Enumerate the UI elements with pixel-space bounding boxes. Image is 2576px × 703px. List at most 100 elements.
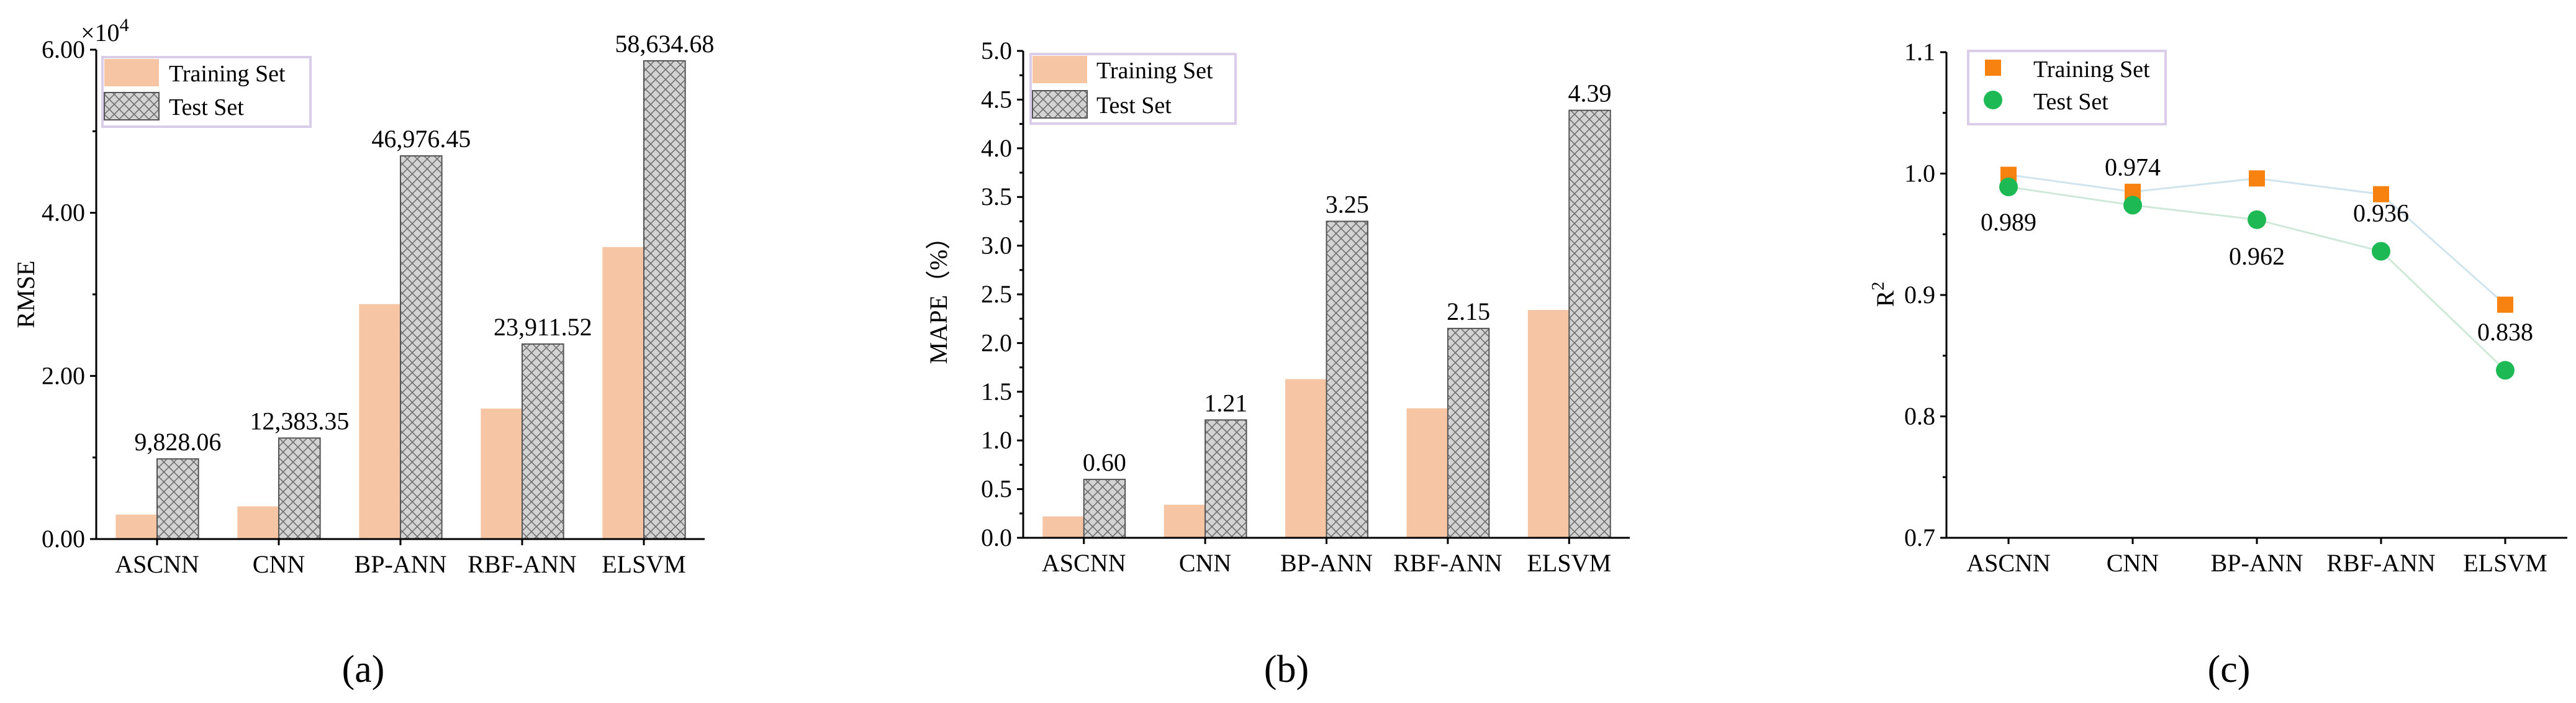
- x-tick-label: CNN: [253, 550, 305, 578]
- bar-training-BP-ANN: [1285, 379, 1327, 538]
- series-line-Training Set: [2008, 173, 2506, 306]
- y-axis-title: MAPE（%）: [924, 225, 952, 364]
- bar-training-BP-ANN: [359, 304, 400, 539]
- panel-b-mape-chart: Training Set Test Set 0.60 1.21 3.25 2.15 4.…: [924, 37, 1630, 691]
- marker-test-RBF-ANN: [2372, 242, 2390, 261]
- series-lines: [2008, 173, 2506, 371]
- bar-training-RBF-ANN: [1406, 408, 1448, 538]
- marker-test-BP-ANN: [2248, 210, 2266, 229]
- marker-training-BP-ANN: [2249, 170, 2265, 187]
- y-tick-label: 0.5: [981, 475, 1012, 503]
- y-tick-label: 1.1: [1904, 38, 1935, 66]
- value-label-test-CNN: 0.974: [2105, 153, 2161, 181]
- value-label-test-ELSVM: 58,634.68: [615, 30, 714, 58]
- value-label-test-CNN: 12,383.35: [250, 407, 349, 435]
- y-axis-title: RMSE: [12, 261, 40, 329]
- bar-training-ELSVM: [602, 247, 644, 539]
- panel-label-b: (b): [1264, 648, 1309, 691]
- legend-test-marker: [1984, 91, 2002, 109]
- legend-training-label: Training Set: [169, 61, 286, 87]
- x-tick-label: ELSVM: [1527, 549, 1612, 577]
- x-tick-label: RBF-ANN: [468, 550, 577, 578]
- marker-test-ELSVM: [2496, 361, 2515, 380]
- value-labels: 0.60 1.21 3.25 2.15 4.39: [1083, 79, 1612, 476]
- value-label-test-RBF-ANN: 2.15: [1447, 297, 1490, 325]
- bar-test-CNN: [1204, 419, 1247, 538]
- bar-test-ASCNN: [156, 458, 199, 540]
- value-labels: 9,828.06 12,383.35 46,976.45 23,911.52 58,63…: [134, 30, 714, 456]
- value-label-test-RBF-ANN: 23,911.52: [494, 313, 592, 341]
- y-tick-label: 1.5: [981, 378, 1012, 406]
- panel-label-a: (a): [342, 648, 385, 691]
- bar-test-RBF-ANN: [522, 343, 564, 540]
- legend-test-swatch: [104, 92, 160, 120]
- y-ticks: 0.00 2.00 4.00 6.00: [42, 35, 96, 553]
- value-label-test-BP-ANN: 0.962: [2229, 242, 2285, 270]
- bar-test-ELSVM: [1568, 109, 1611, 538]
- y-tick-label: 4.0: [981, 134, 1012, 162]
- legend-training-label: Training Set: [1096, 58, 1213, 84]
- bar-test-ELSVM: [643, 60, 686, 540]
- y-multiplier: ×104: [81, 15, 129, 47]
- legend-test-label: Test Set: [169, 94, 244, 120]
- value-label-test-ASCNN: 9,828.06: [134, 428, 221, 456]
- x-tick-label: RBF-ANN: [2326, 549, 2436, 577]
- bar-test-BP-ANN: [400, 155, 443, 540]
- bar-test-RBF-ANN: [1447, 327, 1490, 538]
- value-label-test-RBF-ANN: 0.936: [2353, 199, 2409, 227]
- bars: [115, 60, 686, 540]
- x-tick-label: CNN: [2107, 549, 2159, 577]
- y-tick-label: 0.00: [42, 525, 85, 553]
- x-tick-label: BP-ANN: [2211, 549, 2303, 577]
- legend-training-swatch: [104, 59, 159, 86]
- y-tick-label: 0.8: [1904, 402, 1935, 430]
- value-label-test-BP-ANN: 46,976.45: [371, 125, 471, 153]
- y-tick-label: 2.00: [42, 361, 85, 389]
- x-tick-labels: ASCNN CNN BP-ANN RBF-ANN ELSVM: [115, 539, 686, 578]
- x-tick-label: ASCNN: [1042, 549, 1126, 577]
- markers: [1999, 166, 2515, 380]
- y-tick-label: 2.0: [981, 329, 1012, 356]
- marker-training-RBF-ANN: [2373, 186, 2389, 202]
- x-tick-label: ASCNN: [1966, 549, 2051, 577]
- bar-training-RBF-ANN: [481, 408, 522, 539]
- y-tick-label: 5.0: [981, 37, 1012, 65]
- x-tick-label: CNN: [1179, 549, 1231, 577]
- y-ticks: 0.7 0.8 0.9 1.0 1.1: [1904, 38, 1946, 551]
- marker-test-ASCNN: [1999, 178, 2018, 197]
- value-labels: 0.989 0.974 0.962 0.936 0.838: [1981, 153, 2533, 346]
- value-label-test-ASCNN: 0.60: [1083, 448, 1126, 476]
- legend-training-marker: [1985, 60, 2001, 76]
- x-tick-label: ELSVM: [602, 550, 686, 578]
- panel-a-rmse-chart: Training Set Test Set 9,828.06 12,383.35 4…: [12, 15, 714, 691]
- y-tick-label: 6.00: [42, 35, 85, 63]
- value-label-test-ELSVM: 4.39: [1568, 79, 1612, 107]
- x-tick-label: ELSVM: [2463, 549, 2547, 577]
- legend-test-label: Test Set: [2033, 89, 2108, 115]
- bars: [1042, 109, 1611, 538]
- bar-training-CNN: [1164, 504, 1206, 538]
- y-tick-label: 4.5: [981, 85, 1012, 113]
- y-tick-label: 1.0: [981, 426, 1012, 454]
- x-tick-label: RBF-ANN: [1393, 549, 1503, 577]
- legend-test-swatch: [1032, 90, 1088, 119]
- value-label-test-BP-ANN: 3.25: [1326, 190, 1369, 218]
- x-tick-label: BP-ANN: [1280, 549, 1373, 577]
- y-axis-title-sup: 2: [1869, 282, 1888, 291]
- panel-c-r2-chart: Training Set Test Set 0.9890.9740.9620.9…: [1869, 38, 2567, 691]
- y-tick-label: 4.00: [42, 199, 85, 227]
- value-label-test-ELSVM: 0.838: [2477, 318, 2533, 346]
- y-ticks: 0.0 0.5 1.0 1.5 2.0 2.5 3.0 3.5 4.0 4.5 5.0: [981, 37, 1023, 551]
- y-tick-label: 0.9: [1904, 281, 1935, 309]
- y-axis-title-base: R: [1871, 290, 1899, 307]
- y-tick-label: 2.5: [981, 280, 1012, 308]
- marker-training-ELSVM: [2497, 296, 2513, 313]
- x-tick-labels: ASCNN CNN BP-ANN RBF-ANN ELSVM: [1966, 538, 2547, 577]
- y-multiplier-exponent: 4: [120, 15, 129, 35]
- bar-test-CNN: [278, 437, 321, 540]
- y-tick-label: 3.5: [981, 183, 1012, 211]
- value-label-test-ASCNN: 0.989: [1981, 208, 2036, 236]
- value-label-test-CNN: 1.21: [1204, 389, 1247, 417]
- bar-test-ASCNN: [1083, 478, 1126, 538]
- x-tick-label: BP-ANN: [355, 550, 447, 578]
